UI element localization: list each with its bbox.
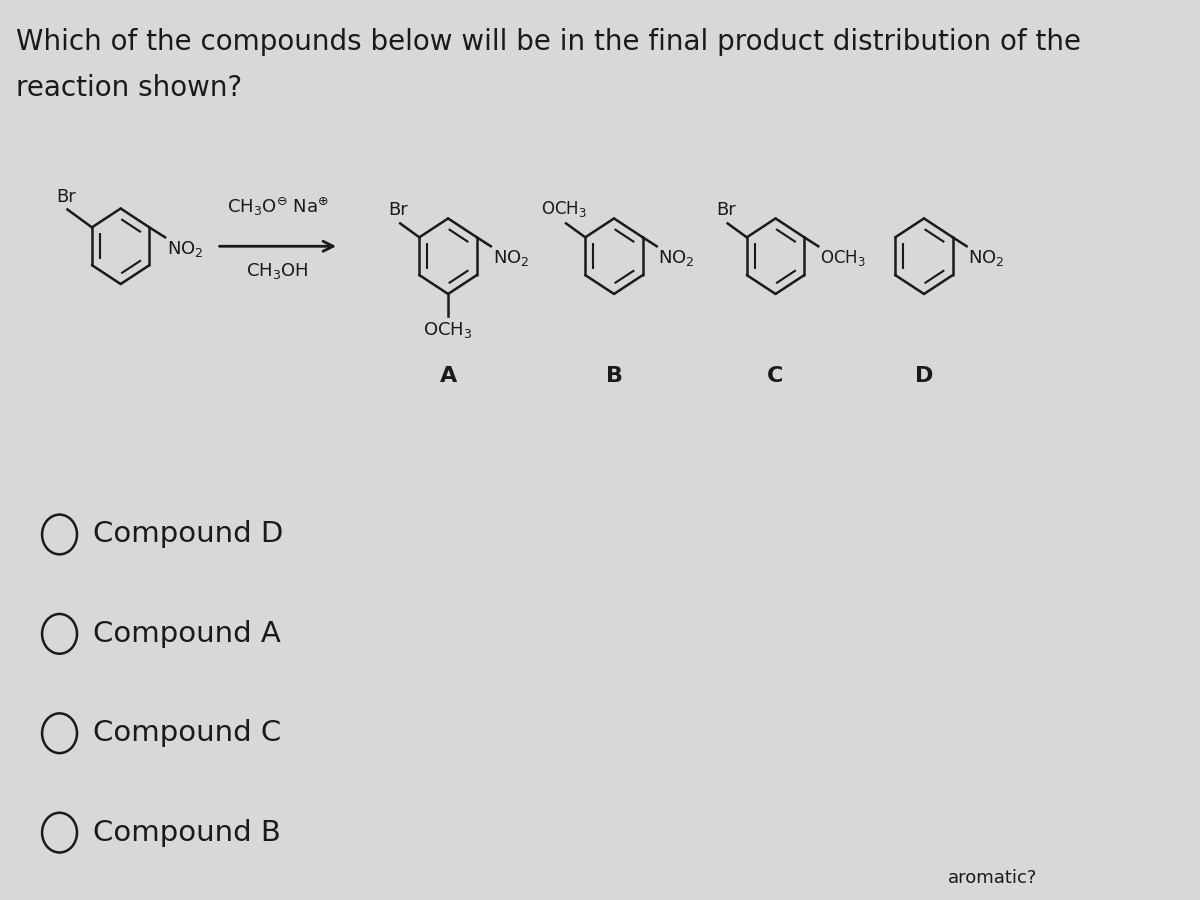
Text: Compound A: Compound A xyxy=(92,620,281,648)
Text: Which of the compounds below will be in the final product distribution of the: Which of the compounds below will be in … xyxy=(16,28,1081,56)
Text: C: C xyxy=(767,365,784,385)
Text: reaction shown?: reaction shown? xyxy=(16,75,242,103)
Text: Br: Br xyxy=(389,202,408,220)
Text: OCH$_3$: OCH$_3$ xyxy=(424,320,473,340)
Text: D: D xyxy=(914,365,934,385)
Text: CH$_3$OH: CH$_3$OH xyxy=(246,261,310,281)
Text: B: B xyxy=(606,365,623,385)
Text: NO$_2$: NO$_2$ xyxy=(492,248,529,268)
Text: NO$_2$: NO$_2$ xyxy=(659,248,695,268)
Text: Compound C: Compound C xyxy=(92,719,281,747)
Text: NO$_2$: NO$_2$ xyxy=(167,239,204,259)
Text: Br: Br xyxy=(716,202,736,220)
Text: OCH$_3$: OCH$_3$ xyxy=(820,248,866,268)
Text: NO$_2$: NO$_2$ xyxy=(968,248,1004,268)
Text: OCH$_3$: OCH$_3$ xyxy=(540,200,587,220)
Text: Compound B: Compound B xyxy=(92,819,281,847)
Text: CH$_3$O$^{⊖}$ Na$^{⊕}$: CH$_3$O$^{⊖}$ Na$^{⊕}$ xyxy=(227,196,329,219)
Text: Compound D: Compound D xyxy=(92,520,283,548)
Text: A: A xyxy=(439,365,457,385)
Text: Br: Br xyxy=(56,187,76,205)
Text: aromatic?: aromatic? xyxy=(948,869,1038,887)
